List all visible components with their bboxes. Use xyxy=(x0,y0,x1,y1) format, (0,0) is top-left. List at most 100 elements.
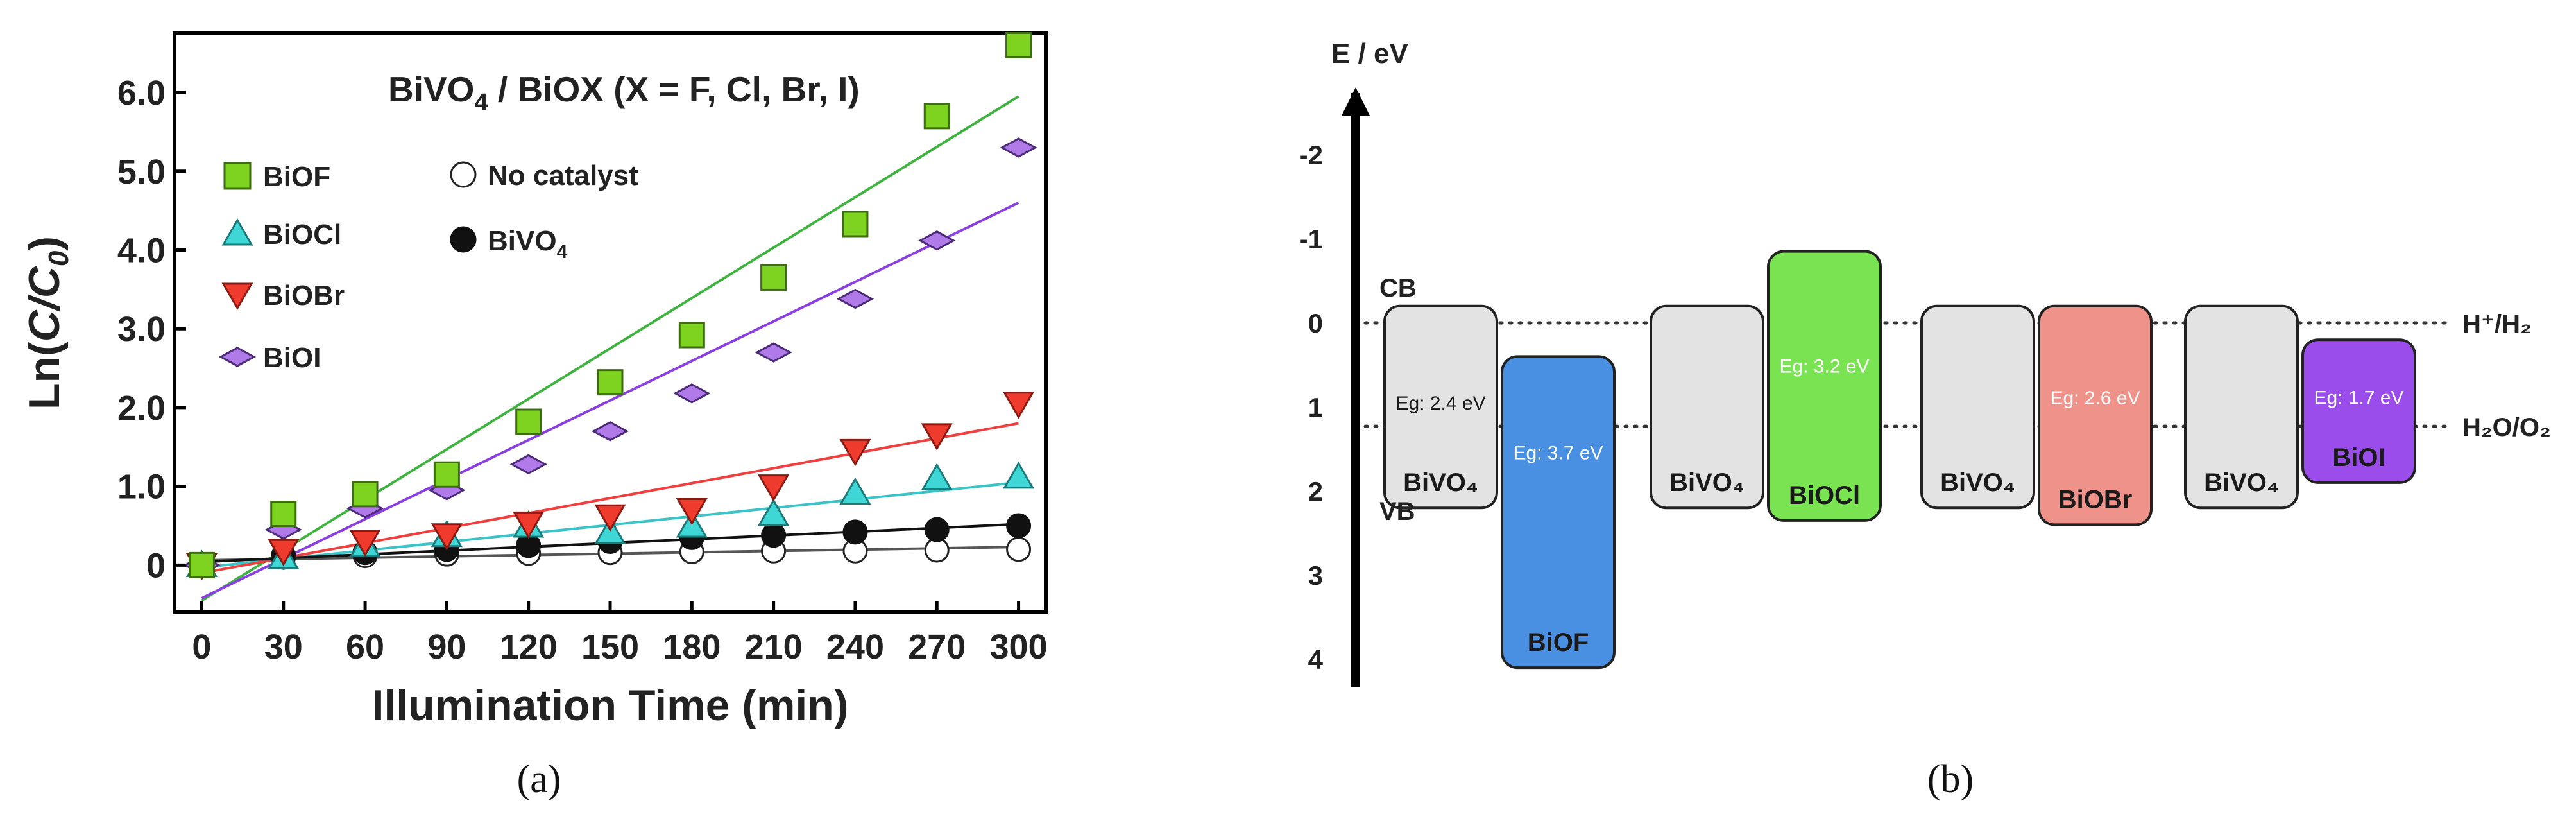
band-block-name: BiVO₄ xyxy=(1403,469,1478,497)
legend-marker-circle-open xyxy=(450,161,477,188)
data-point-no-catalyst xyxy=(1006,537,1032,562)
data-point-biobr xyxy=(921,423,953,451)
energy-tick-label: -2 xyxy=(1299,140,1323,170)
data-point-bioi xyxy=(836,288,874,309)
legend-label: BiOBr xyxy=(263,280,345,311)
legend-label: BiOI xyxy=(263,342,321,374)
band-block-name: BiOI xyxy=(2332,444,2385,472)
band-gap-label: Eg: 2.4 eV xyxy=(1395,393,1485,414)
legend-label: BiOCl xyxy=(263,219,341,250)
data-point-biobr xyxy=(349,530,381,557)
data-point-biof xyxy=(515,408,542,435)
data-point-bioi xyxy=(591,421,629,442)
y-tick-label: 2.0 xyxy=(117,389,166,428)
x-tick-label: 180 xyxy=(663,628,721,666)
panel-b-band-diagram: E / eV -2 -1 0 1 2 3 4 H⁺/H₂ H₂O/O₂ BiVO₄ Eg: 2.… xyxy=(1299,38,2551,801)
x-tick-label: 30 xyxy=(264,628,303,666)
data-point-biof xyxy=(842,211,869,238)
band-block-name: BiOCl xyxy=(1789,481,1860,510)
band-block-biocl xyxy=(1767,250,1882,522)
legend: BiOF BiOCl BiOBr BiOI No catalyst BiVO4 xyxy=(218,160,638,374)
y-tick-label: 4.0 xyxy=(117,231,166,270)
panel-label-b: (b) xyxy=(1927,757,1974,801)
energy-axis-label: E / eV xyxy=(1331,38,1408,69)
x-tick-label: 210 xyxy=(745,628,803,666)
data-point-biocl xyxy=(921,463,953,490)
data-points xyxy=(183,31,1037,581)
data-point-biocl xyxy=(839,477,871,505)
legend-item-no-catalyst: No catalyst xyxy=(450,160,638,191)
band-block-name: BiVO₄ xyxy=(1940,469,2015,497)
legend-marker-triangle-up xyxy=(221,218,253,246)
fit-line-biobr xyxy=(201,422,1019,575)
cb-label: CB xyxy=(1379,274,1417,302)
band-blocks: BiVO₄ Eg: 2.4 eV BiOF Eg: 3.7 eV BiVO₄ BiOCl E… xyxy=(1383,250,2416,670)
data-point-biobr xyxy=(839,438,871,467)
data-point-biof xyxy=(433,461,460,488)
energy-tick-label: 1 xyxy=(1308,392,1323,422)
data-point-biobr xyxy=(676,497,708,526)
data-point-biof xyxy=(270,501,297,528)
legend-label: BiVO4 xyxy=(488,225,568,263)
vb-label: VB xyxy=(1379,497,1415,526)
data-point-biocl xyxy=(758,498,790,526)
legend-item-biocl: BiOCl xyxy=(221,218,341,250)
data-point-biof xyxy=(352,481,379,508)
y-ticks: 0 1.0 2.0 3.0 4.0 5.0 6.0 xyxy=(117,74,186,585)
x-tick-label: 120 xyxy=(500,628,558,666)
y-axis-label: Ln(C/C0) xyxy=(20,236,74,410)
y-tick-label: 1.0 xyxy=(117,468,166,506)
x-tick-label: 270 xyxy=(908,628,966,666)
band-block-name: BiOF xyxy=(1528,628,1589,657)
data-point-biobr xyxy=(594,504,626,532)
x-ticks: 0 30 60 90 120 150 180 210 240 270 300 xyxy=(192,601,1048,666)
x-tick-label: 90 xyxy=(427,628,466,666)
data-point-bioi xyxy=(918,230,956,251)
energy-tick-label: 3 xyxy=(1308,560,1323,591)
data-point-bioi xyxy=(673,383,711,404)
y-tick-label: 0 xyxy=(146,546,166,585)
data-point-bivo4 xyxy=(1006,513,1032,539)
band-gap-label: Eg: 2.6 eV xyxy=(2050,388,2140,409)
fit-line-biof xyxy=(201,95,1019,602)
band-block-biof xyxy=(1501,355,1616,670)
energy-tick-label: 4 xyxy=(1308,644,1324,675)
legend-label: BiOF xyxy=(263,161,330,193)
legend-marker-circle-filled xyxy=(450,226,477,253)
band-block-bioi xyxy=(2301,338,2416,484)
band-block-name: BiOBr xyxy=(2058,485,2133,514)
energy-ticks: -2 -1 0 1 2 3 4 xyxy=(1299,140,1324,675)
energy-tick-label: 0 xyxy=(1308,308,1323,338)
legend-marker-diamond xyxy=(218,347,257,367)
data-point-biof xyxy=(760,264,787,291)
data-point-bioi xyxy=(1000,137,1037,158)
band-block-bivo xyxy=(1383,304,1498,510)
legend-item-bioi: BiOI xyxy=(218,342,321,374)
data-point-biobr xyxy=(268,539,300,567)
data-point-biof xyxy=(923,103,950,130)
data-point-biobr xyxy=(431,523,463,551)
legend-marker-square xyxy=(223,162,252,190)
data-point-bioi xyxy=(755,342,792,363)
y-tick-label: 6.0 xyxy=(117,74,166,112)
panel-label-a: (a) xyxy=(517,757,561,801)
legend-item-biof: BiOF xyxy=(223,161,330,193)
x-tick-label: 60 xyxy=(346,628,384,666)
legend-item-bivo4: BiVO4 xyxy=(450,225,568,263)
data-point-biof xyxy=(188,551,215,578)
band-block-name: BiVO₄ xyxy=(1669,469,1744,497)
data-point-biof xyxy=(678,322,705,349)
x-tick-label: 150 xyxy=(581,628,639,666)
data-point-bivo4 xyxy=(761,523,787,548)
data-point-biof xyxy=(1005,31,1032,58)
x-tick-label: 300 xyxy=(990,628,1048,666)
data-point-biobr xyxy=(513,511,545,539)
data-point-biof xyxy=(597,369,624,396)
band-gap-label: Eg: 3.2 eV xyxy=(1779,356,1869,377)
energy-tick-label: 2 xyxy=(1308,476,1323,506)
band-gap-label: Eg: 3.7 eV xyxy=(1513,442,1603,463)
x-tick-label: 240 xyxy=(826,628,884,666)
chart-title: BiVO4 / BiOX (X = F, Cl, Br, I) xyxy=(388,69,860,116)
x-tick-label: 0 xyxy=(192,628,211,666)
